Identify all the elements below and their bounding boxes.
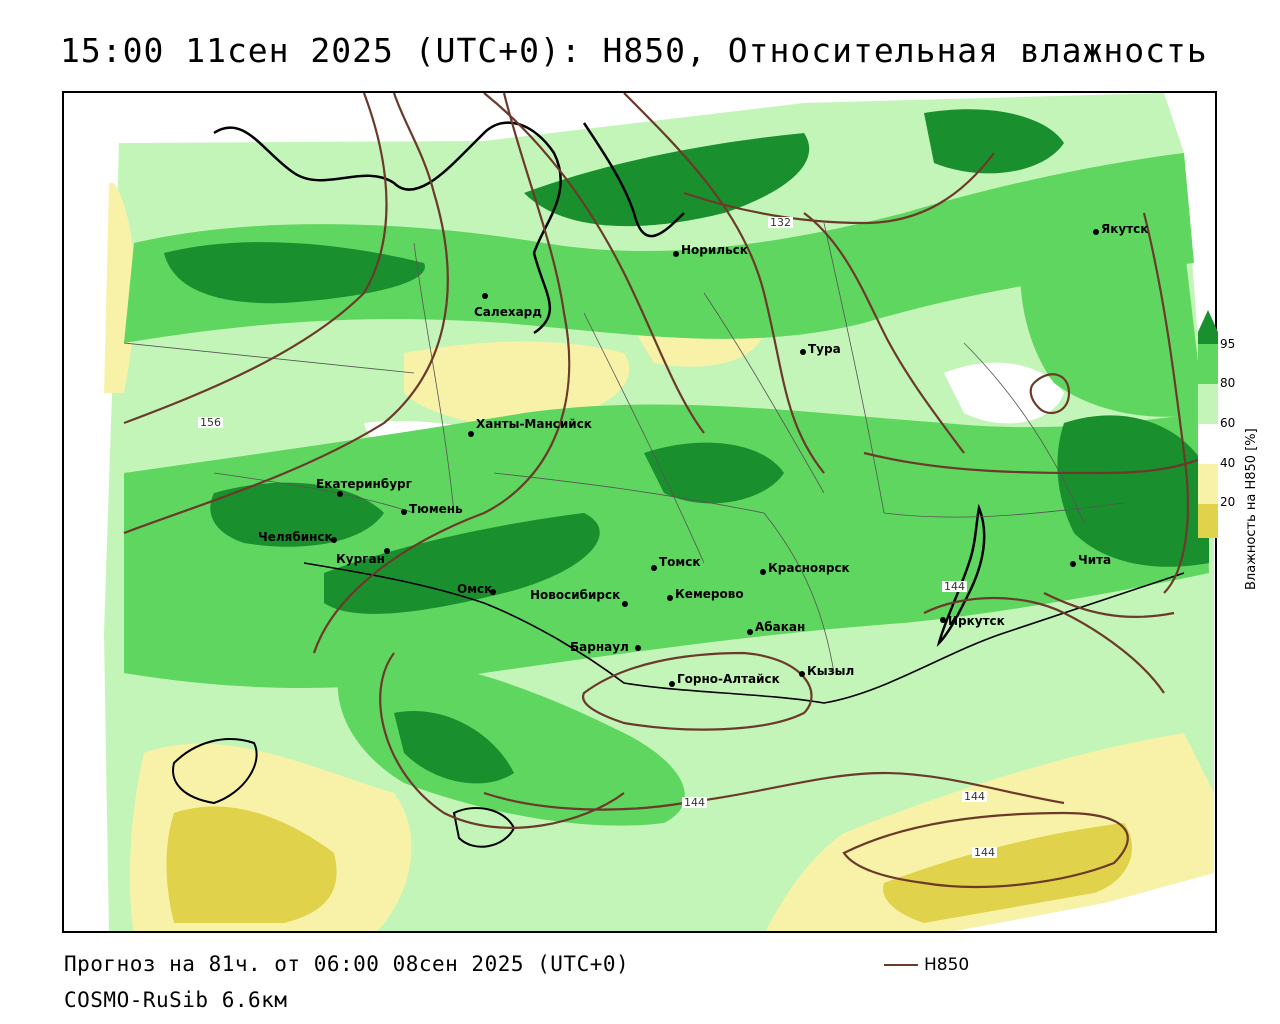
regional-borders <box>123 222 1125 674</box>
contour-label: 144 <box>972 846 997 859</box>
dry-zone-southwest-core <box>166 806 337 923</box>
city-marker <box>760 569 766 575</box>
city-marker <box>401 509 407 515</box>
city-label-irkutsk: Иркутск <box>948 614 1005 628</box>
city-marker <box>337 491 343 497</box>
legend-swatch-40 <box>1198 424 1218 464</box>
city-label-krasnoyarsk: Красноярск <box>768 561 850 575</box>
legend-tick-40: 40 <box>1220 456 1236 470</box>
forecast-info: Прогноз на 81ч. от 06:00 08сен 2025 (UTC… <box>64 952 630 976</box>
city-marker <box>667 595 673 601</box>
city-label-tura: Тура <box>808 342 841 356</box>
city-label-abakan: Абакан <box>755 620 806 634</box>
city-label-tyumen: Тюмень <box>409 502 463 516</box>
wet-core-west <box>210 482 384 547</box>
wet-core-south <box>394 711 514 784</box>
city-label-yakutsk: Якутск <box>1101 222 1149 236</box>
city-label-kemerovo: Кемерово <box>675 587 744 601</box>
legend-tick-20: 20 <box>1220 495 1236 509</box>
city-marker <box>673 251 679 257</box>
city-label-norilsk: Норильск <box>681 243 748 257</box>
city-label-gorno-altaysk: Горно-Алтайск <box>677 672 780 686</box>
city-marker <box>468 431 474 437</box>
legend-tick-80: 80 <box>1220 376 1236 390</box>
legend-swatch-80 <box>1198 344 1218 384</box>
moist-band-east <box>1020 222 1204 417</box>
city-marker <box>940 617 946 623</box>
city-marker <box>635 645 641 651</box>
isoline-legend-label: H850 <box>924 955 970 975</box>
city-label-chelyabinsk: Челябинск <box>258 530 333 544</box>
city-label-chita: Чита <box>1078 553 1112 567</box>
city-label-omsk: Омск <box>457 582 493 596</box>
national-border <box>303 562 1185 704</box>
city-label-kyzyl: Кызыл <box>807 664 855 678</box>
city-marker <box>622 601 628 607</box>
legend-title: Влажность на H850 [%] <box>1244 428 1259 590</box>
legend-swatch-0 <box>1198 504 1218 538</box>
baikal-coastline <box>936 503 986 648</box>
map-panel: 132 156 144 144 144 144 Якутск Норильск … <box>62 91 1217 933</box>
city-marker <box>747 629 753 635</box>
moist-band-north <box>124 153 1194 343</box>
arctic-coastline <box>213 121 685 335</box>
city-marker <box>384 548 390 554</box>
wet-core-northwest <box>164 242 425 304</box>
wet-core-central <box>644 442 784 504</box>
humidity-map <box>104 93 1215 931</box>
city-marker <box>669 681 675 687</box>
moist-band-middle <box>124 404 1209 688</box>
moist-band-south <box>337 653 685 826</box>
city-label-kurgan: Курган <box>336 552 385 566</box>
city-marker <box>331 537 337 543</box>
city-marker <box>651 565 657 571</box>
city-marker <box>490 589 496 595</box>
city-label-barnaul: Барнаул <box>570 640 629 654</box>
legend-tick-60: 60 <box>1220 416 1236 430</box>
city-marker <box>482 293 488 299</box>
city-marker <box>799 671 805 677</box>
city-label-yekaterinburg: Екатеринбург <box>316 477 412 491</box>
city-label-tomsk: Томск <box>659 555 701 569</box>
city-label-salekhard: Салехард <box>474 305 542 319</box>
wet-core-north <box>524 133 810 227</box>
legend-swatch-95 <box>1198 332 1218 344</box>
wet-core-northeast <box>924 109 1064 174</box>
contour-label: 144 <box>962 790 987 803</box>
humidity-legend: 95 80 60 40 20 <box>1198 310 1278 560</box>
dry-zone-central <box>404 341 630 426</box>
city-label-novosibirsk: Новосибирск <box>530 588 621 602</box>
contour-label: 156 <box>198 416 223 429</box>
caspian-coastline <box>172 738 258 805</box>
city-label-khanty-mansiysk: Ханты-Мансийск <box>476 417 592 431</box>
dry-zone-southeast-core <box>883 823 1133 923</box>
isoline-legend: H850 <box>884 955 969 975</box>
model-name: COSMO-RuSib 6.6км <box>64 988 288 1012</box>
city-marker <box>800 349 806 355</box>
legend-arrow <box>1198 310 1218 332</box>
contour-label: 144 <box>682 796 707 809</box>
h850-isolines <box>123 93 1215 889</box>
city-marker <box>1070 561 1076 567</box>
white-gap-east <box>944 362 1064 424</box>
isoline-swatch <box>884 964 918 966</box>
legend-swatch-60 <box>1198 384 1218 424</box>
contour-label: 144 <box>942 580 967 593</box>
city-marker <box>1093 229 1099 235</box>
wet-core-east <box>1057 415 1209 567</box>
legend-tick-95: 95 <box>1220 337 1236 351</box>
wet-core-omsk <box>324 513 600 614</box>
map-title: 15:00 11сен 2025 (UTC+0): H850, Относите… <box>60 31 1208 70</box>
legend-swatch-20 <box>1198 464 1218 504</box>
contour-label: 132 <box>768 216 793 229</box>
